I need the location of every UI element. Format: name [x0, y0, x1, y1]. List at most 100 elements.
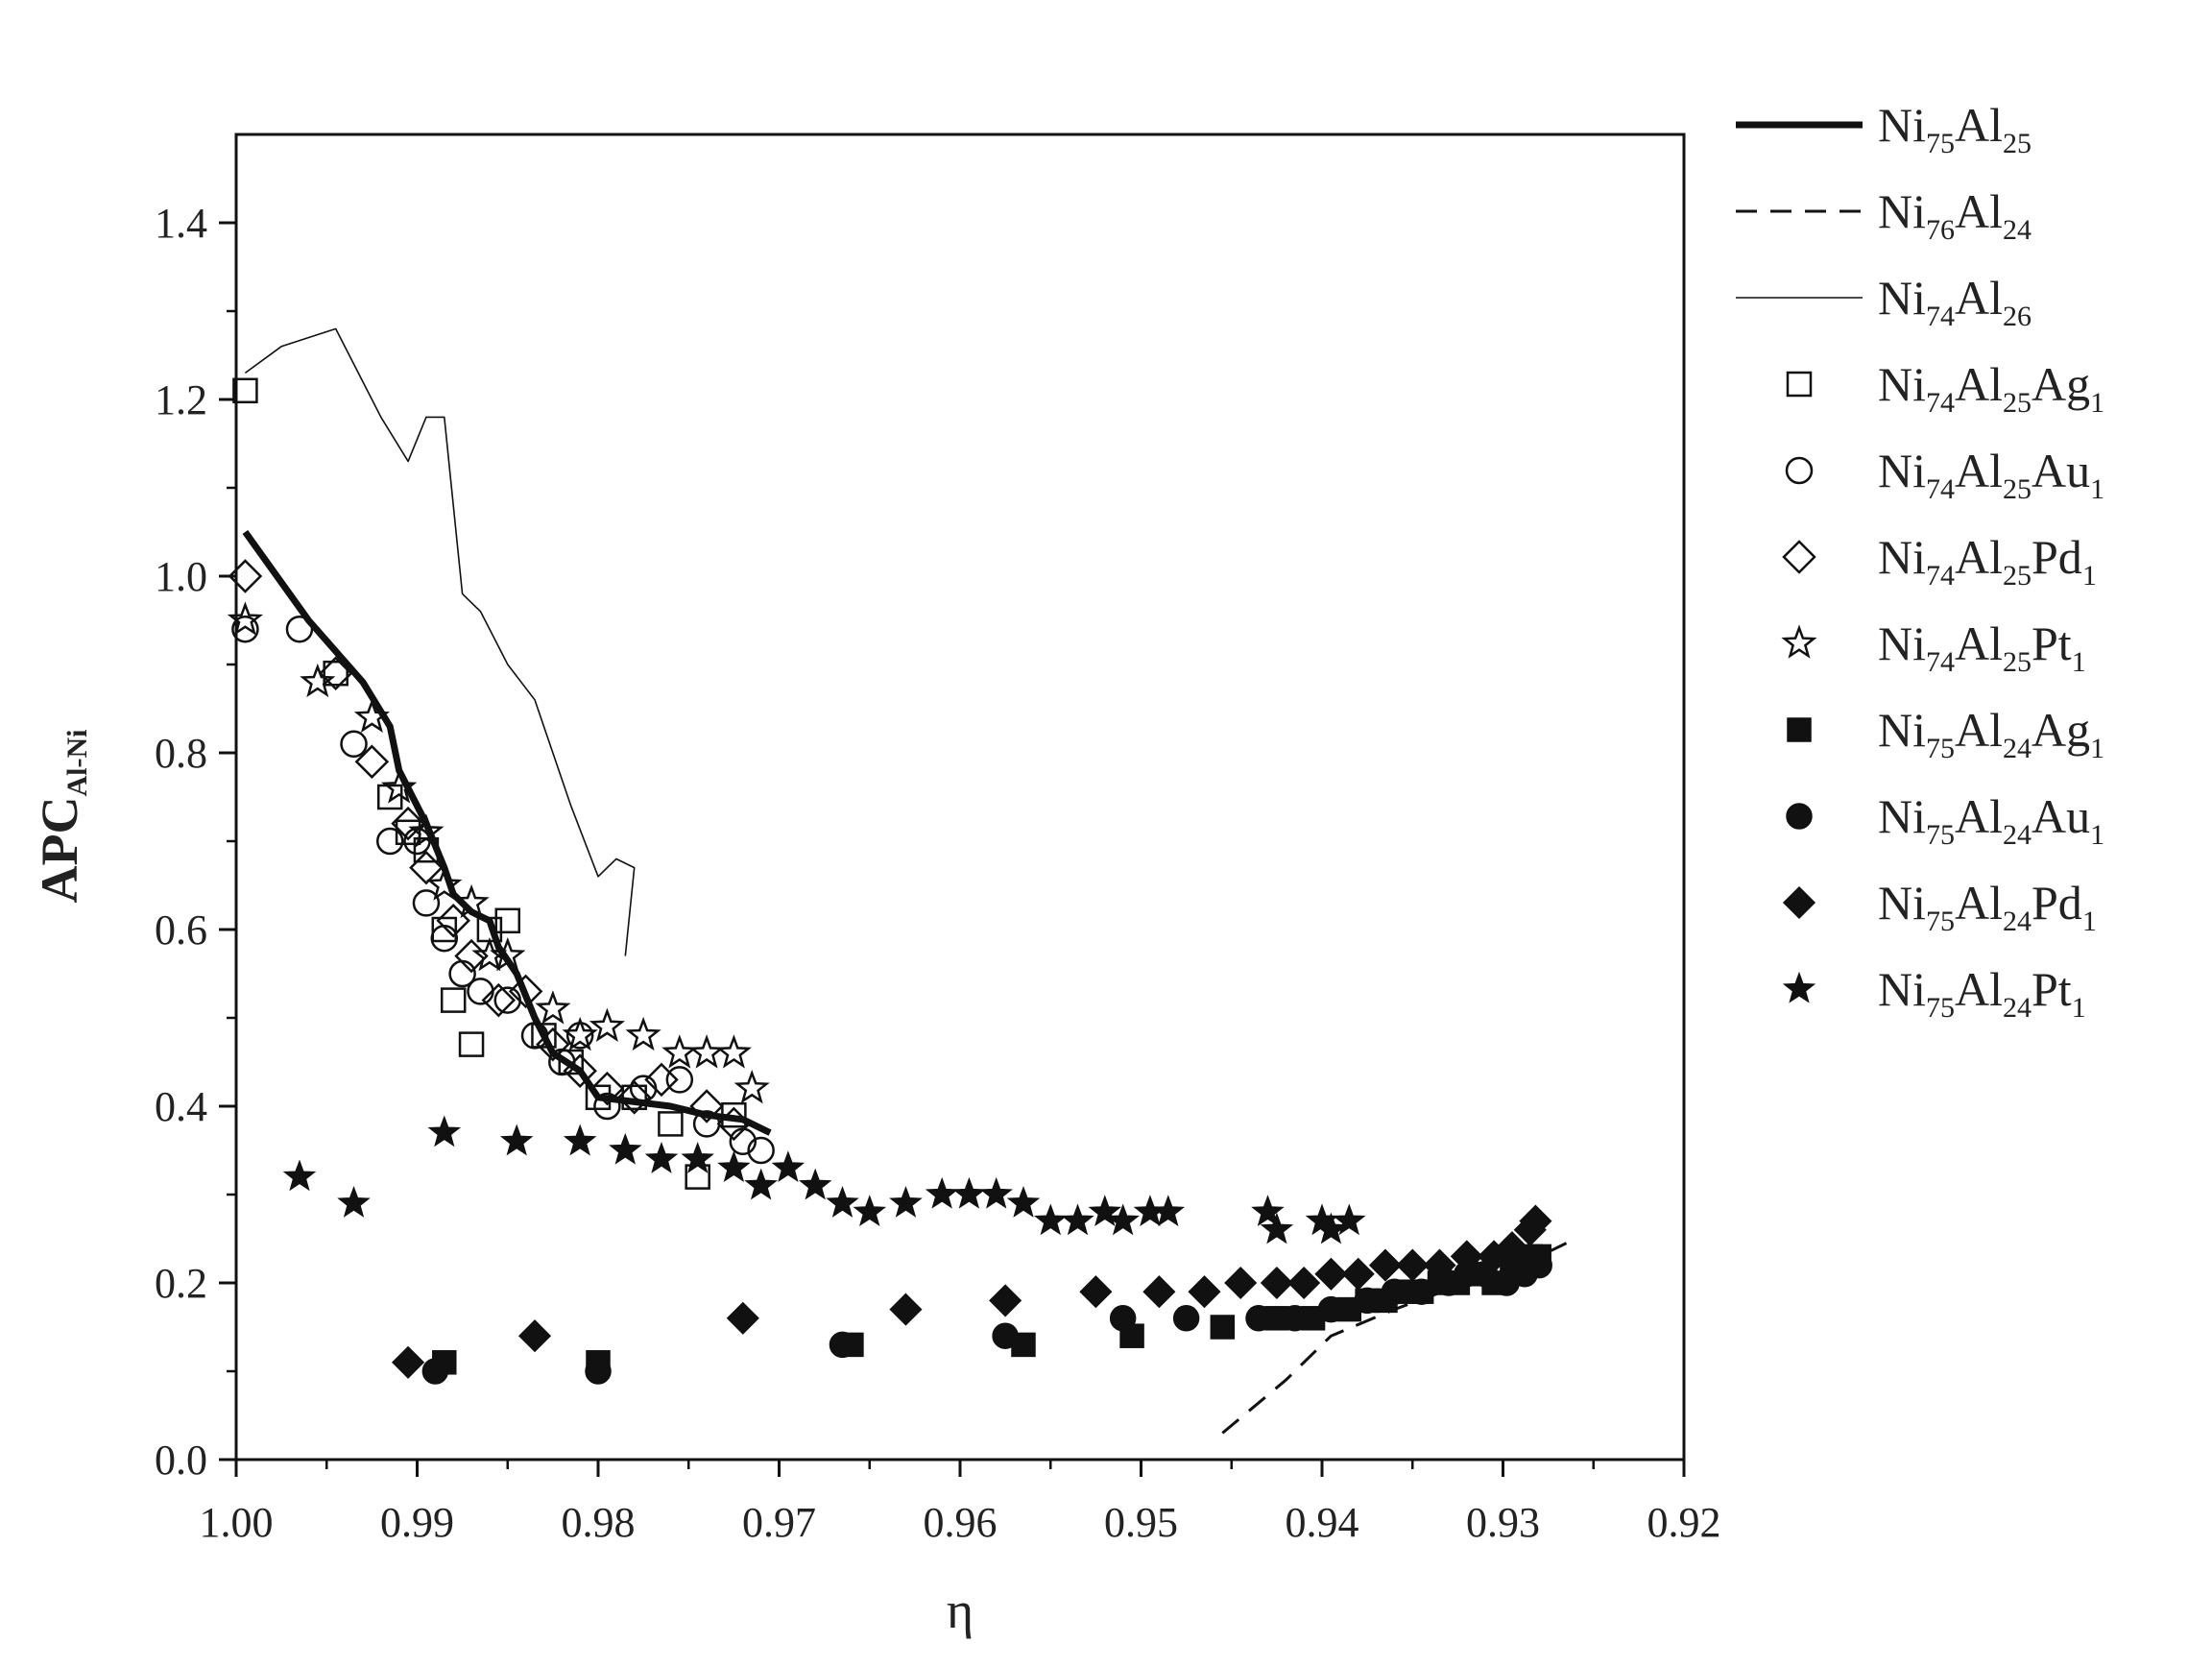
- data-point-ni75al24pt1: [1006, 1186, 1041, 1218]
- y-tick-label: 0.0: [155, 1437, 207, 1484]
- data-point-ni75al24pt1: [1251, 1195, 1285, 1227]
- legend-swatch: [1786, 803, 1813, 830]
- legend-swatch: [1781, 624, 1817, 659]
- series-ni74al25pt1: [227, 601, 770, 1104]
- x-tick-label: 0.95: [1104, 1499, 1178, 1546]
- legend-label: Ni75Al24Ag1: [1878, 703, 2104, 764]
- series-line-ni74al26: [244, 327, 636, 956]
- data-point-ni75al24pt1: [744, 1168, 778, 1200]
- data-point-ni74al25pd1: [536, 1027, 570, 1062]
- data-point-ni74al25ag1: [232, 377, 258, 404]
- legend-item-ni74al25au1: Ni74Al25Au1: [1785, 444, 2104, 505]
- legend-label-element: Al: [1955, 444, 2003, 497]
- legend-label-subscript: 25: [2003, 560, 2032, 592]
- legend-label-element: Al: [1955, 616, 2003, 670]
- y-tick-label: 0.8: [155, 730, 207, 777]
- data-point-ni74al25pd1: [508, 974, 543, 1009]
- legend-label-subscript: 1: [2090, 819, 2104, 851]
- data-point-ni75al24au1: [829, 1331, 856, 1359]
- legend-label-element: Ni: [1878, 357, 1926, 411]
- legend-label-element: Pd: [2032, 530, 2082, 584]
- data-point-ni74al25pd1: [644, 1062, 679, 1098]
- legend-label: Ni74Al25Pd1: [1878, 530, 2097, 592]
- legend-swatch: [1782, 971, 1816, 1003]
- legend-label-element: Au: [2032, 789, 2090, 843]
- legend-label-element: Pd: [2032, 876, 2082, 930]
- series-ni75al24pd1: [392, 1204, 1552, 1379]
- data-point-ni75al24pt1: [609, 1132, 642, 1165]
- data-point-ni74al25pt1: [227, 601, 263, 636]
- legend-label-element: Al: [1955, 876, 2003, 930]
- legend-item-ni74al25pt1: Ni74Al25Pt1: [1781, 616, 2086, 678]
- data-point-ni74al25pt1: [353, 698, 390, 733]
- data-point-ni74al25ag1: [431, 916, 458, 943]
- data-point-ni74al25pd1: [409, 850, 444, 885]
- data-point-ni74al25au1: [340, 730, 368, 759]
- data-point-ni74al25au1: [231, 615, 259, 643]
- data-point-ni75al24pd1: [1260, 1266, 1293, 1300]
- legend-swatch: [1786, 371, 1813, 398]
- data-point-ni75al24pt1: [979, 1176, 1013, 1209]
- data-point-ni75al24pt1: [681, 1142, 714, 1173]
- data-point-ni74al25pd1: [318, 656, 353, 690]
- legend-swatch: [1787, 717, 1812, 742]
- data-point-ni75al24pd1: [726, 1301, 759, 1335]
- data-point-ni74al25pd1: [716, 1106, 752, 1142]
- data-point-ni75al24pd1: [1368, 1248, 1403, 1282]
- legend-label-element: Al: [1955, 184, 2003, 238]
- legend-item-ni75al24au1: Ni75Al24Au1: [1786, 789, 2104, 851]
- data-point-ni74al25pd1: [689, 1089, 724, 1123]
- legend-label: Ni76Al24: [1878, 184, 2032, 246]
- legend-label-element: Al: [1955, 703, 2003, 757]
- data-point-ni75al24au1: [992, 1322, 1019, 1349]
- y-tick-label: 1.2: [155, 376, 207, 423]
- legend-item-ni75al25: Ni75Al25: [1736, 98, 2032, 159]
- data-point-ni75al24pt1: [1333, 1203, 1366, 1236]
- legend: Ni75Al25Ni76Al24Ni74Al26Ni74Al25Ag1Ni74A…: [1736, 98, 2104, 1024]
- legend-label-subscript: 1: [2082, 560, 2097, 592]
- data-point-ni74al25au1: [412, 889, 441, 917]
- series-ni75al25: [242, 529, 772, 1136]
- data-point-ni74al25pt1: [453, 883, 490, 919]
- data-point-ni74al25ag1: [658, 1111, 684, 1137]
- data-point-ni75al24pt1: [1088, 1195, 1122, 1227]
- series-ni75al24au1: [421, 1251, 1552, 1385]
- data-point-ni75al24pd1: [392, 1345, 425, 1379]
- y-tick-label: 1.4: [155, 200, 207, 247]
- data-point-ni74al25pt1: [380, 769, 418, 804]
- legend-label-element: Ni: [1878, 98, 1926, 152]
- data-point-ni74al25ag1: [558, 1049, 584, 1075]
- legend-item-ni74al25pd1: Ni74Al25Pd1: [1782, 530, 2097, 592]
- data-point-ni74al25pt1: [715, 1034, 752, 1069]
- data-point-ni74al25pd1: [563, 1053, 597, 1088]
- legend-label-subscript: 24: [2003, 214, 2032, 246]
- data-point-ni75al24pd1: [1079, 1275, 1113, 1309]
- legend-label-subscript: 25: [2003, 387, 2032, 419]
- data-point-ni75al24au1: [1317, 1295, 1345, 1323]
- data-point-ni75al24pt1: [337, 1186, 371, 1218]
- legend-label-subscript: 75: [1926, 128, 1955, 159]
- x-tick-label: 0.93: [1466, 1499, 1540, 1546]
- data-point-ni74al25pt1: [625, 1016, 661, 1051]
- data-point-ni75al24pd1: [517, 1319, 552, 1353]
- legend-label-subscript: 24: [2003, 992, 2032, 1024]
- legend-label: Ni74Al26: [1878, 271, 2032, 332]
- data-point-ni75al24pt1: [1033, 1203, 1068, 1236]
- legend-swatch: [1785, 456, 1814, 485]
- data-point-ni75al24pd1: [1495, 1231, 1528, 1265]
- legend-label-element: Al: [1955, 789, 2003, 843]
- legend-label-subscript: 74: [1926, 646, 1955, 678]
- data-point-ni75al24pt1: [826, 1186, 859, 1218]
- legend-label-subscript: 25: [2003, 646, 2032, 678]
- data-point-ni75al24pt1: [1061, 1203, 1094, 1236]
- data-point-ni74al25pt1: [535, 990, 571, 1025]
- y-axis-title-subscript: Al-Ni: [61, 730, 93, 797]
- legend-item-ni74al25ag1: Ni74Al25Ag1: [1786, 357, 2104, 419]
- data-point-ni75al24pt1: [1260, 1212, 1294, 1244]
- legend-label-element: Pt: [2032, 616, 2072, 670]
- x-tick-label: 0.98: [562, 1499, 636, 1546]
- legend-swatch: [1782, 885, 1816, 920]
- data-point-ni74al25au1: [747, 1136, 775, 1165]
